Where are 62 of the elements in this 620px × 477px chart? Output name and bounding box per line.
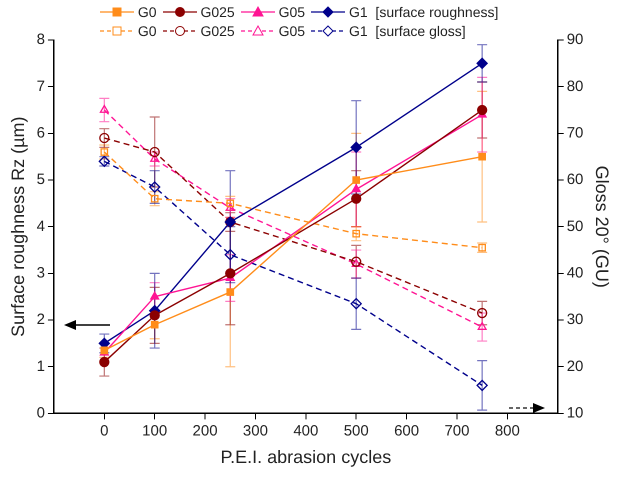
y-tick-label: 4 <box>36 218 45 235</box>
x-tick-label: 400 <box>293 422 318 440</box>
point <box>150 292 160 300</box>
point <box>478 322 487 330</box>
y2-tick-label: 10 <box>566 404 584 422</box>
point <box>100 104 109 113</box>
point <box>150 320 159 329</box>
point <box>99 132 110 144</box>
legend-label: G05 <box>278 22 306 38</box>
y2-tick-label: 20 <box>566 358 584 375</box>
y-tick-label: 3 <box>36 264 45 282</box>
point <box>225 268 236 279</box>
point <box>476 380 488 392</box>
point <box>352 176 360 184</box>
y-tick-label: 0 <box>36 404 45 422</box>
legend-label: G1 [surface gloss] <box>348 22 466 38</box>
x-tick-label: 300 <box>242 422 268 440</box>
y2-tick-label: 90 <box>566 31 584 48</box>
y-tick-label: 8 <box>36 31 45 48</box>
point <box>476 58 488 69</box>
point <box>350 298 362 310</box>
legend-label: G0 <box>136 22 157 38</box>
y2-tick-label: 80 <box>566 78 584 95</box>
x-tick-label: 800 <box>494 422 520 440</box>
y-axis-title: Surface roughness Rz (µm) <box>8 116 28 337</box>
y-tick-label: 7 <box>36 78 45 95</box>
x-tick-label: 500 <box>344 422 369 440</box>
point <box>226 202 235 211</box>
point <box>351 194 362 204</box>
point <box>478 152 486 161</box>
y2-tick-label: 30 <box>566 311 584 328</box>
y2-tick-label: 50 <box>566 218 584 235</box>
legend-label: G0 <box>136 4 157 20</box>
x-tick-label: 600 <box>394 422 420 440</box>
y-tick-label: 1 <box>36 358 45 375</box>
x-axis-title: P.E.I. abrasion cycles <box>220 447 392 468</box>
y-tick-label: 6 <box>36 124 45 142</box>
point <box>150 146 160 158</box>
point <box>99 356 110 368</box>
x-tick-label: 100 <box>142 422 168 440</box>
y2-tick-label: 70 <box>566 124 584 142</box>
y2-tick-label: 40 <box>566 264 584 282</box>
x-tick-label: 700 <box>444 422 470 440</box>
legend-label: G025 <box>199 22 235 38</box>
y2-axis-title: Gloss 20° (GU) <box>592 166 612 288</box>
point <box>226 288 234 296</box>
point <box>149 181 160 193</box>
y-tick-label: 5 <box>36 171 45 188</box>
legend-label: G025 <box>199 4 235 20</box>
point <box>352 184 361 192</box>
point <box>224 249 236 260</box>
y2-tick-label: 60 <box>566 171 584 188</box>
x-tick-label: 200 <box>192 422 218 440</box>
legend-label: G05 <box>278 4 306 20</box>
x-tick-label: 0 <box>100 422 108 440</box>
point <box>150 310 160 321</box>
point <box>477 104 488 116</box>
point <box>477 308 488 318</box>
legend-label: G1 [surface roughness] <box>348 4 498 20</box>
point <box>350 142 362 154</box>
y-tick-label: 2 <box>36 311 45 328</box>
point <box>150 154 160 162</box>
